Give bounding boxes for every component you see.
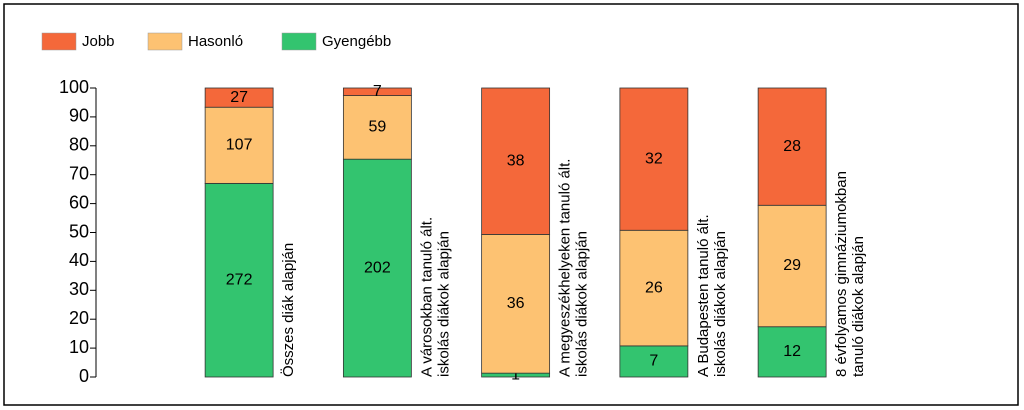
bar-segment <box>757 87 827 206</box>
x-category-label: Összes diák alapján <box>279 243 297 377</box>
x-category-label: 8 évfolyamos gimnáziumokban <box>833 171 850 377</box>
data-label: 202 <box>364 259 391 276</box>
data-label: 59 <box>368 119 386 136</box>
legend-label: Hasonló <box>188 33 243 50</box>
x-category-label: tanuló diákok alapján <box>850 236 867 377</box>
y-tick-label: 50 <box>69 221 89 241</box>
bar-segment <box>619 229 689 347</box>
data-label: 272 <box>226 271 253 288</box>
x-category-label: iskolás diákok alapján <box>574 231 591 377</box>
data-label: 29 <box>783 257 801 274</box>
bar-segment <box>204 87 274 108</box>
y-tick-label: 40 <box>69 250 89 270</box>
legend-swatch <box>281 32 317 51</box>
y-tick-label: 60 <box>69 192 89 212</box>
y-tick-label: 80 <box>69 135 89 155</box>
data-label: 1 <box>511 366 520 383</box>
bar-segment <box>342 87 412 96</box>
legend-swatch <box>41 32 77 51</box>
data-label: 38 <box>507 152 525 169</box>
bar-segment <box>757 326 827 378</box>
x-category-label: A városokban tanuló ált. <box>418 217 435 377</box>
data-label: 7 <box>649 353 658 370</box>
data-label: 27 <box>230 89 248 106</box>
bar-segment <box>619 87 689 231</box>
x-category-label: A Budapesten tanuló ált. <box>695 214 712 377</box>
x-category-label: A megyeszékhelyeken tanuló ált. <box>557 159 574 377</box>
bar-segment <box>204 182 274 378</box>
legend-label: Jobb <box>82 33 115 50</box>
bar-segment <box>481 234 551 374</box>
data-label: 32 <box>645 150 663 167</box>
data-label: 36 <box>507 295 525 312</box>
legend-swatch <box>147 32 183 51</box>
y-tick-label: 20 <box>69 308 89 328</box>
y-tick-label: 10 <box>69 337 89 357</box>
data-label: 26 <box>645 279 663 296</box>
y-tick-label: 90 <box>69 106 89 126</box>
bar-segment <box>342 95 412 160</box>
data-label: 28 <box>783 138 801 155</box>
y-tick-label: 70 <box>69 163 89 183</box>
x-category-label: iskolás diákok alapján <box>435 231 452 377</box>
y-tick-label: 0 <box>79 366 89 386</box>
legend-label: Gyengébb <box>322 33 391 50</box>
bar-segment <box>619 345 689 378</box>
data-label: 107 <box>226 137 253 154</box>
bar-segment <box>342 158 412 378</box>
y-tick-label: 100 <box>59 77 89 97</box>
bar-segment <box>481 87 551 235</box>
y-tick-label: 30 <box>69 279 89 299</box>
x-category-label: iskolás diákok alapján <box>712 231 729 377</box>
data-label: 12 <box>783 343 801 360</box>
data-label: 7 <box>373 83 382 100</box>
